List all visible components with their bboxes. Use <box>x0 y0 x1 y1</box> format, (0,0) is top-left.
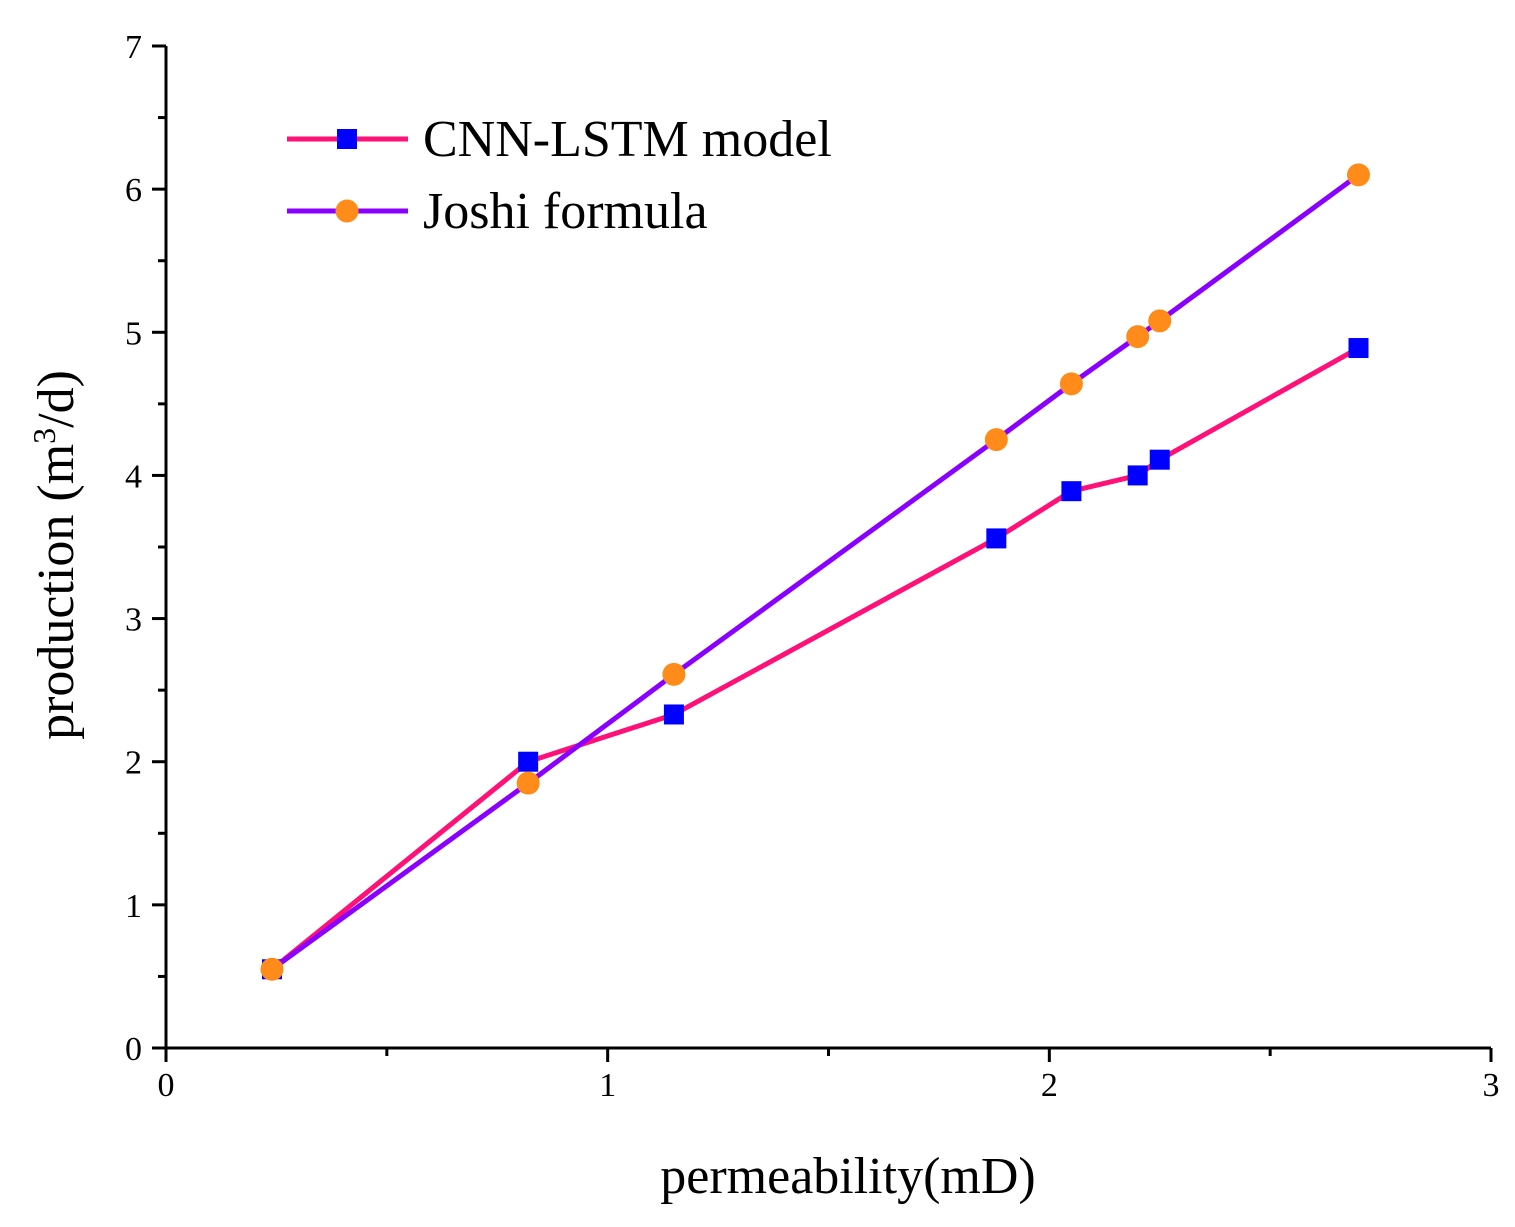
data-point <box>1348 338 1369 359</box>
legend-marker <box>337 129 357 149</box>
y-tick-label: 6 <box>125 172 142 209</box>
y-tick-label: 1 <box>125 888 142 925</box>
legend-marker <box>335 199 359 223</box>
data-point <box>1126 325 1150 349</box>
data-point <box>663 704 684 725</box>
data-point <box>1149 449 1170 470</box>
data-point <box>662 662 686 686</box>
data-point <box>516 771 540 795</box>
legend-label: CNN-LSTM model <box>423 111 832 168</box>
series-line <box>270 172 1360 972</box>
series-line <box>270 345 1360 972</box>
legend-label: Joshi formula <box>423 183 708 240</box>
series-2 <box>260 163 1370 981</box>
y-tick-label: 3 <box>125 602 142 639</box>
x-tick-label: 1 <box>599 1067 616 1104</box>
plot-series <box>260 163 1370 981</box>
data-point <box>984 428 1008 452</box>
x-axis-title: permeability(mD) <box>660 1148 1035 1205</box>
data-point <box>260 957 284 981</box>
data-point <box>986 528 1007 549</box>
x-tick-label: 2 <box>1041 1067 1058 1104</box>
x-tick-label: 3 <box>1483 1067 1500 1104</box>
legend: CNN-LSTM model Joshi formula <box>287 111 832 240</box>
legend-entry: Joshi formula <box>287 183 708 240</box>
y-axis-title: production (m3/d) <box>26 370 85 740</box>
y-tick-label: 5 <box>125 315 142 352</box>
data-point <box>1148 309 1172 333</box>
y-tick-label: 4 <box>125 458 142 495</box>
y-tick-label: 0 <box>125 1031 142 1068</box>
axes: 0 1 2 3 0 1 2 3 4 5 6 7 <box>125 29 1500 1104</box>
data-point <box>1127 465 1148 486</box>
data-point <box>1059 372 1083 396</box>
y-tick-label: 2 <box>125 745 142 782</box>
y-tick-label: 7 <box>125 29 142 66</box>
data-point <box>1061 481 1082 502</box>
legend-entry: CNN-LSTM model <box>287 111 832 168</box>
data-point <box>518 751 539 772</box>
series-1 <box>262 338 1369 980</box>
data-point <box>1347 163 1370 187</box>
x-tick-label: 0 <box>158 1067 175 1104</box>
